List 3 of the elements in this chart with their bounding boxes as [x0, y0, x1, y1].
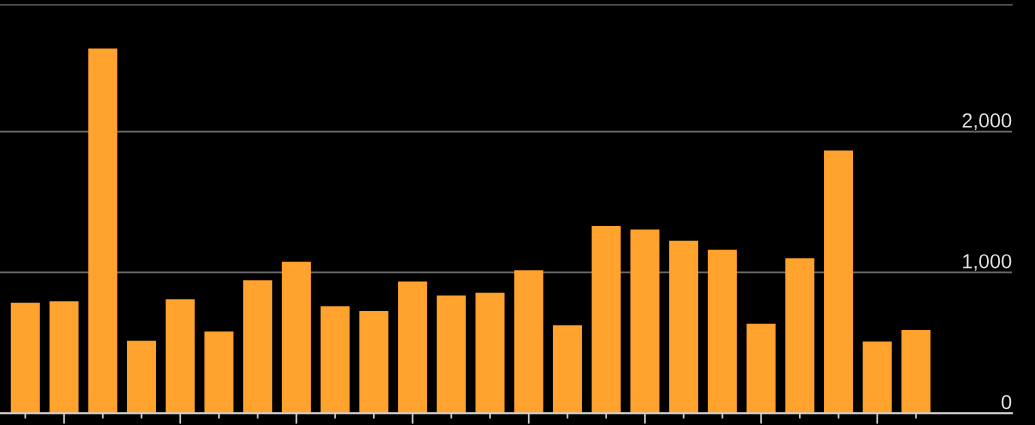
y-tick-label: 0 — [1001, 394, 1012, 410]
y-tick-label: 1,000 — [963, 254, 1012, 271]
y-tick-label: 2,000 — [962, 113, 1012, 130]
